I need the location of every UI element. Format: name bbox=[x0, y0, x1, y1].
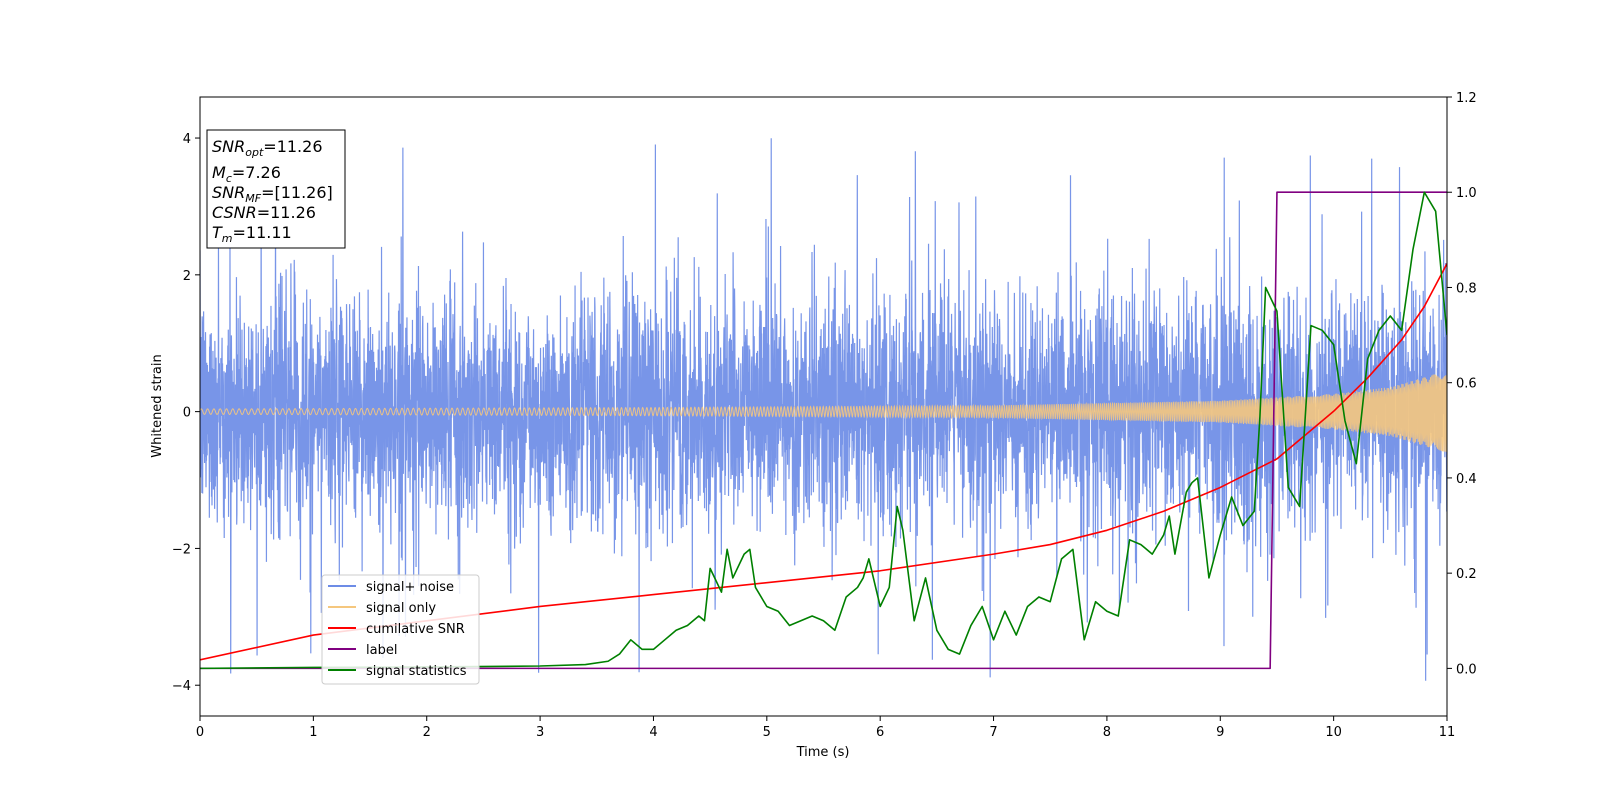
x-tick-label: 11 bbox=[1439, 725, 1456, 740]
y-left-tick-label: 4 bbox=[183, 132, 191, 147]
stat-tm: Tm=11.11 bbox=[212, 223, 292, 245]
y-axis-label: Whitened strain bbox=[150, 354, 165, 457]
x-tick-label: 0 bbox=[196, 725, 204, 740]
noise-trace bbox=[200, 138, 1447, 681]
y-left-tick-label: −2 bbox=[172, 542, 191, 557]
y-left-tick-label: 0 bbox=[183, 406, 191, 421]
x-tick-label: 10 bbox=[1325, 725, 1342, 740]
y-left-tick-label: 2 bbox=[183, 269, 191, 284]
x-tick-label: 6 bbox=[876, 725, 884, 740]
x-tick-label: 2 bbox=[423, 725, 431, 740]
legend-label: signal only bbox=[366, 601, 436, 616]
x-tick-label: 8 bbox=[1103, 725, 1111, 740]
series-label bbox=[200, 191, 1447, 670]
y-right-tick-label: 1.0 bbox=[1456, 186, 1477, 201]
signal-only-trace bbox=[200, 374, 1447, 452]
x-tick-label: 3 bbox=[536, 725, 544, 740]
stats-box: SNRopt=11.26 Mc=7.26 SNRMF=[11.26] CSNR=… bbox=[206, 129, 346, 249]
legend-label: cumilative SNR bbox=[366, 622, 465, 637]
x-tick-label: 9 bbox=[1216, 725, 1224, 740]
x-tick-label: 7 bbox=[989, 725, 997, 740]
y-right-tick-label: 0.0 bbox=[1456, 662, 1477, 677]
stat-mc: Mc=7.26 bbox=[212, 163, 281, 185]
stat-snr-opt: SNRopt=11.26 bbox=[212, 137, 323, 159]
x-tick-label: 1 bbox=[309, 725, 317, 740]
legend: signal+ noise signal only cumilative SNR la… bbox=[321, 574, 480, 685]
x-axis-label: Time (s) bbox=[796, 745, 850, 760]
stat-csnr: CSNR=11.26 bbox=[212, 203, 316, 222]
series-signal-noise bbox=[200, 138, 1447, 681]
plot-frame bbox=[199, 96, 1448, 717]
x-axis: 0 1 2 3 4 5 6 7 8 9 10 11 bbox=[196, 716, 1455, 740]
y-right-tick-label: 0.6 bbox=[1456, 377, 1477, 392]
stat-snr-mf: SNRMF=[11.26] bbox=[212, 183, 333, 205]
y-right-tick-label: 0.4 bbox=[1456, 472, 1477, 487]
y-axis-right: 0.0 0.2 0.4 0.6 0.8 1.0 1.2 bbox=[1447, 91, 1477, 677]
y-right-tick-label: 0.2 bbox=[1456, 567, 1477, 582]
series-signal-only bbox=[200, 374, 1447, 452]
y-axis-left: −4 −2 0 2 4 bbox=[172, 132, 200, 694]
y-left-tick-label: −4 bbox=[172, 679, 191, 694]
legend-label: signal+ noise bbox=[366, 580, 454, 595]
series-cumulative-snr bbox=[200, 263, 1447, 661]
x-tick-label: 5 bbox=[763, 725, 771, 740]
y-right-tick-label: 0.8 bbox=[1456, 281, 1477, 296]
legend-label: signal statistics bbox=[366, 664, 467, 679]
legend-label: label bbox=[366, 643, 397, 658]
y-right-tick-label: 1.2 bbox=[1456, 91, 1477, 106]
series-signal-statistics bbox=[200, 191, 1447, 670]
x-tick-label: 4 bbox=[649, 725, 657, 740]
